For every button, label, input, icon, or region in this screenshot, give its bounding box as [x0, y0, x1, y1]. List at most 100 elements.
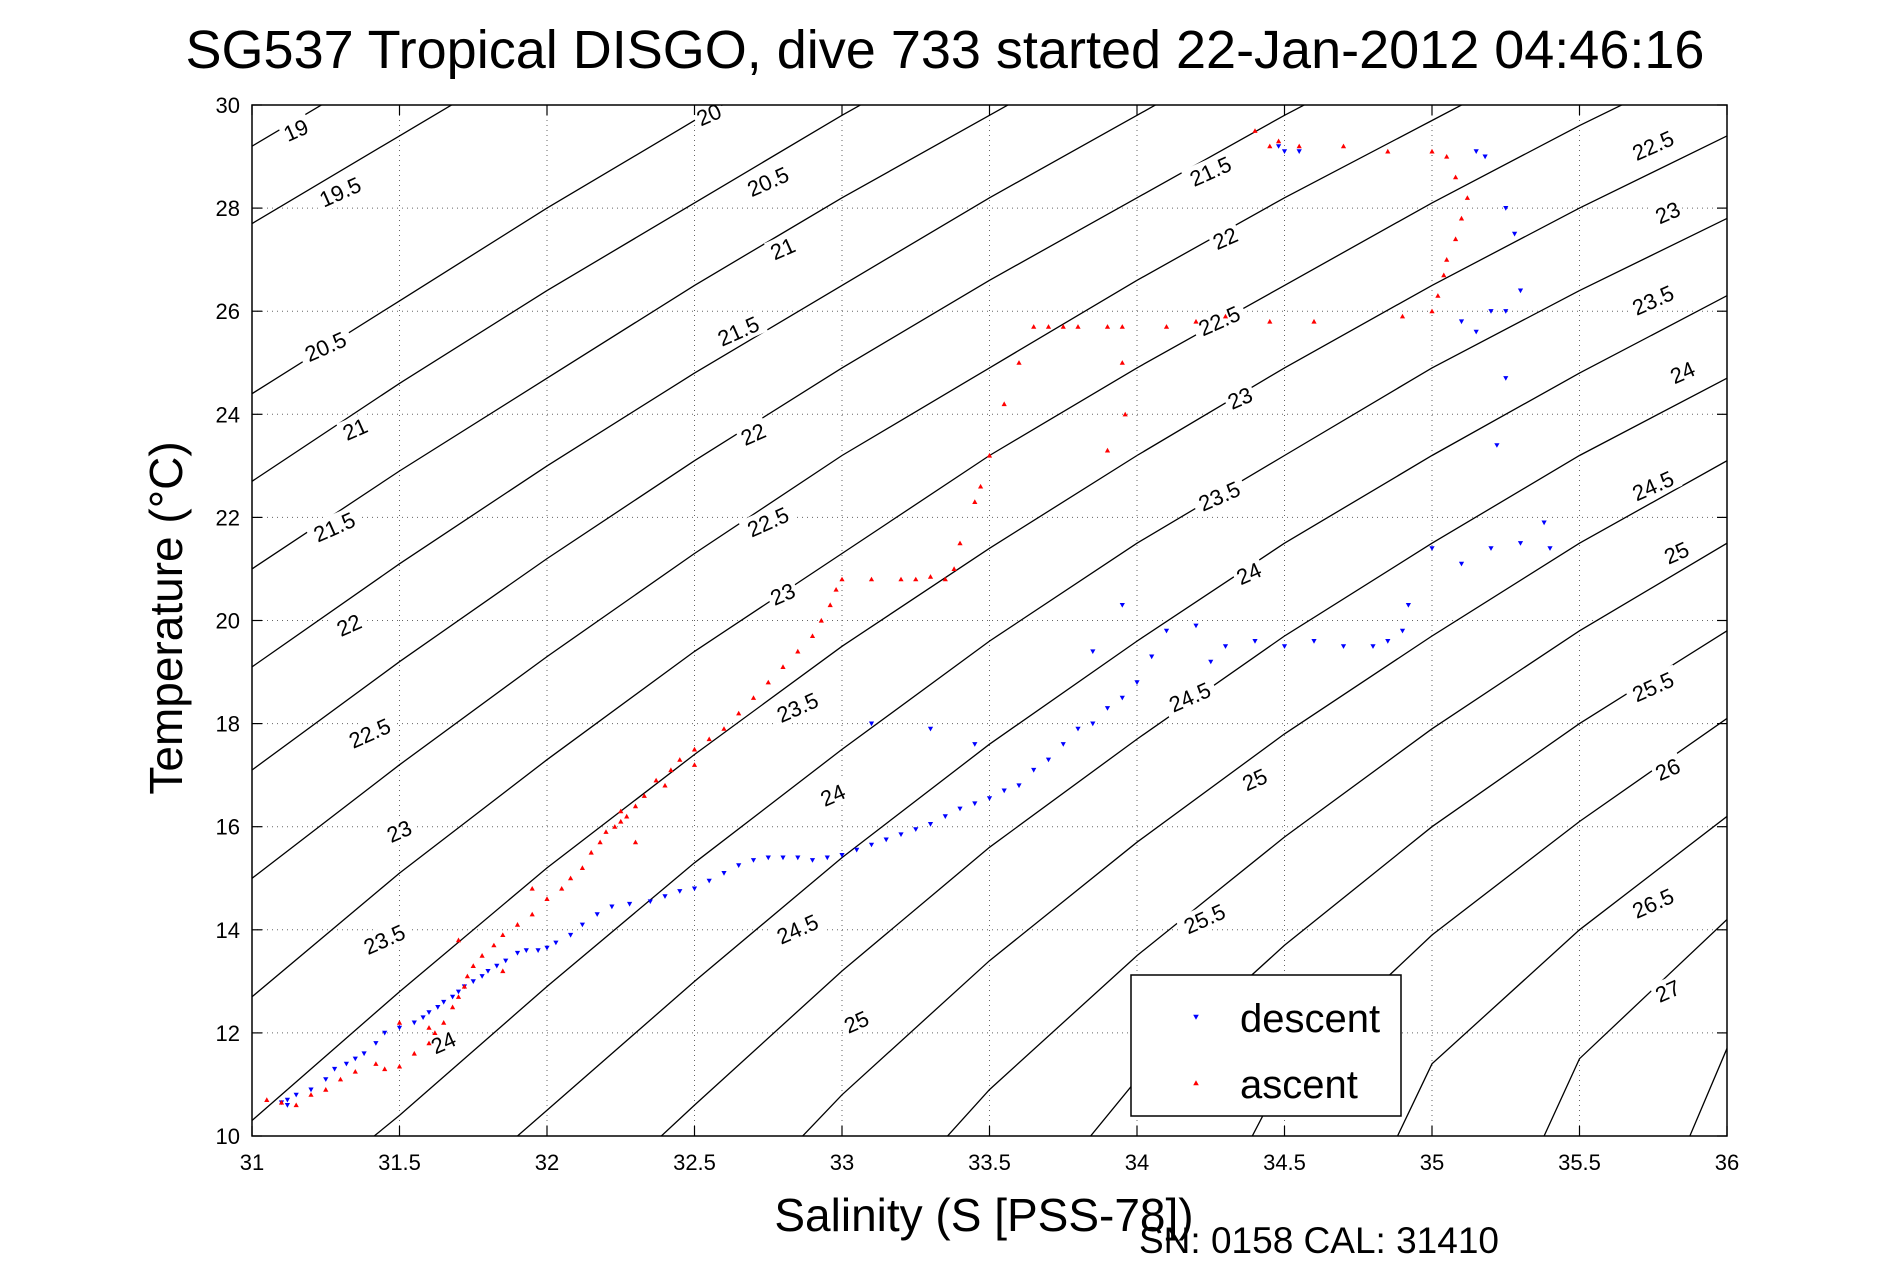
ascent-point — [1252, 128, 1258, 133]
ascent-point — [352, 1069, 358, 1074]
grid — [251, 104, 1728, 1137]
x-tick-label: 34 — [1125, 1150, 1149, 1175]
x-tick-label: 35 — [1420, 1150, 1444, 1175]
isopycnal-line — [252, 105, 1010, 570]
descent-point — [435, 1005, 441, 1010]
ascent-point — [396, 1063, 403, 1069]
ascent-point — [1385, 148, 1391, 154]
ascent-point — [1453, 236, 1459, 242]
ascent-point — [529, 911, 535, 917]
x-tick-label: 33.5 — [968, 1150, 1011, 1175]
descent-point — [1104, 706, 1111, 711]
descent-point — [627, 901, 633, 907]
isopycnal-label-bg — [767, 685, 827, 730]
ascent-point — [461, 983, 467, 989]
descent-point — [470, 979, 476, 984]
descent-point — [1494, 443, 1500, 448]
ascent-point — [1075, 324, 1081, 329]
descent-point — [361, 1051, 367, 1057]
ascent-point — [479, 953, 485, 958]
ascent-point — [1016, 360, 1022, 365]
isopycnal-line — [252, 105, 724, 395]
descent-point — [972, 801, 978, 807]
descent-point — [662, 894, 668, 899]
isopycnal-label-bg — [814, 777, 852, 812]
legend-label-ascent: ascent — [1240, 1063, 1358, 1107]
ascent-point — [323, 1087, 329, 1092]
isopycnal-label-group: 22.5 — [340, 711, 400, 755]
ascent-point — [978, 483, 984, 489]
descent-point — [1001, 788, 1007, 794]
descent-point — [284, 1097, 290, 1103]
y-tick-label: 24 — [216, 402, 240, 427]
ascent-point — [618, 808, 624, 814]
descent-point — [986, 796, 993, 801]
ascent-point — [898, 576, 904, 582]
plot-frame — [251, 104, 1728, 1137]
descent-point — [308, 1087, 314, 1093]
descent-point — [1090, 721, 1096, 727]
descent-point — [854, 847, 860, 853]
ascent-point — [1031, 324, 1037, 329]
isopycnal-label-bg — [738, 159, 798, 204]
isopycnal-label-bg — [1174, 896, 1234, 941]
isopycnal-label-bg — [295, 324, 355, 369]
ascent-point — [706, 736, 712, 742]
isopycnal-label-bg — [1657, 535, 1695, 570]
descent-point — [1473, 149, 1479, 154]
descent-point — [1488, 546, 1494, 551]
ascent-point — [780, 664, 786, 669]
descent-point — [441, 999, 447, 1005]
descent-point — [1252, 639, 1258, 644]
ascent-point — [641, 793, 647, 798]
isopycnal-label-bg — [380, 813, 418, 849]
ascent-point — [957, 540, 963, 546]
descent-point — [883, 837, 889, 843]
y-tick-label: 28 — [216, 196, 240, 221]
isopycnal-line — [801, 460, 1727, 1136]
isopycnal-label-bg — [1180, 149, 1240, 194]
ascent-point — [441, 1020, 447, 1025]
descent-point — [373, 1041, 379, 1046]
descent-point — [426, 1010, 432, 1015]
ascent-point — [1163, 324, 1170, 329]
descent-point — [1090, 649, 1096, 654]
ascent-point — [1296, 143, 1302, 149]
descent-point — [450, 994, 456, 1000]
descent-point — [323, 1077, 329, 1082]
ascent-point — [668, 767, 674, 773]
descent-point — [352, 1056, 358, 1062]
descent-point — [780, 855, 786, 861]
ascent-point — [632, 839, 639, 845]
isopycnal-line — [373, 217, 1727, 1136]
descent-point — [420, 1015, 426, 1020]
descent-point — [1482, 154, 1488, 160]
series-descent — [278, 144, 1553, 1108]
ascent-point — [514, 922, 521, 927]
descent-point — [750, 858, 757, 863]
isopycnal-label-bg — [1623, 664, 1683, 709]
ascent-point — [337, 1076, 344, 1082]
x-axis-label: Salinity (S [PSS-78]) — [774, 1189, 1193, 1241]
y-tick-label: 14 — [216, 918, 240, 943]
descent-point — [396, 1025, 403, 1031]
ascent-point — [1045, 324, 1052, 329]
y-tick-label: 16 — [216, 815, 240, 840]
descent-point — [1385, 639, 1391, 644]
y-tick-label: 12 — [216, 1021, 240, 1046]
descent-point — [1512, 231, 1518, 237]
ascent-point — [1267, 143, 1273, 149]
ascent-point — [426, 1025, 432, 1030]
descent-point — [1163, 628, 1170, 634]
series-ascent — [264, 128, 1470, 1108]
isopycnal-label-bg — [837, 1004, 875, 1039]
ascent-point — [1222, 313, 1229, 319]
ascent-point — [765, 679, 771, 685]
ascent-point — [544, 896, 550, 901]
descent-point — [579, 922, 585, 928]
isopycnal-label-bg — [340, 711, 400, 755]
ascent-point — [450, 1004, 456, 1010]
ascent-point — [839, 576, 845, 582]
ascent-point — [1001, 401, 1007, 407]
